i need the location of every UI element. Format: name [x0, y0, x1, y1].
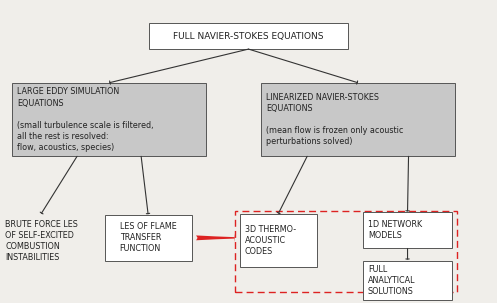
Text: FULL NAVIER-STOKES EQUATIONS: FULL NAVIER-STOKES EQUATIONS [173, 32, 324, 41]
Text: BRUTE FORCE LES
OF SELF-EXCITED
COMBUSTION
INSTABILITIES: BRUTE FORCE LES OF SELF-EXCITED COMBUSTI… [5, 220, 78, 262]
FancyBboxPatch shape [105, 215, 192, 261]
FancyBboxPatch shape [240, 215, 317, 268]
FancyBboxPatch shape [363, 261, 452, 300]
Text: FULL
ANALYTICAL
SOLUTIONS: FULL ANALYTICAL SOLUTIONS [368, 265, 415, 296]
FancyBboxPatch shape [12, 83, 206, 156]
FancyBboxPatch shape [363, 212, 452, 248]
Text: 3D THERMO-
ACOUSTIC
CODES: 3D THERMO- ACOUSTIC CODES [245, 225, 296, 256]
FancyBboxPatch shape [261, 83, 455, 156]
FancyBboxPatch shape [149, 24, 348, 49]
Text: LARGE EDDY SIMULATION
EQUATIONS

(small turbulence scale is filtered,
all the re: LARGE EDDY SIMULATION EQUATIONS (small t… [17, 88, 154, 152]
Text: 1D NETWORK
MODELS: 1D NETWORK MODELS [368, 220, 422, 240]
Text: LES OF FLAME
TRANSFER
FUNCTION: LES OF FLAME TRANSFER FUNCTION [120, 222, 176, 253]
Text: LINEARIZED NAVIER-STOKES
EQUATIONS

(mean flow is frozen only acoustic
perturbat: LINEARIZED NAVIER-STOKES EQUATIONS (mean… [266, 93, 403, 146]
